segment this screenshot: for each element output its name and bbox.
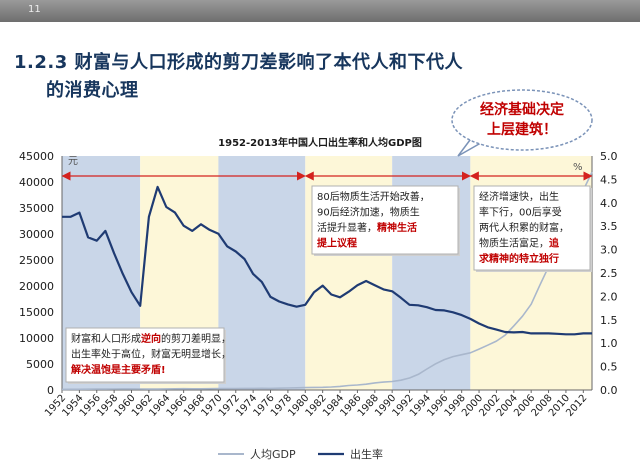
annotation-text-segment: 的剪刀差明显， [161, 332, 231, 345]
annotation-text-segment: 经济增速快，出生 [479, 190, 559, 203]
annotation-text-line: 两代人积累的财富， [479, 221, 569, 234]
annotation-text-line: 经济增速快，出生 [479, 190, 559, 203]
annotation-text-line: 率下行，00后享受 [479, 206, 562, 219]
birth-rate-series-line [62, 185, 592, 336]
right-axis-unit: % [573, 162, 583, 173]
slide-number: 11 [28, 4, 41, 15]
annotation-text-line: 解决温饱是主要矛盾! [71, 363, 166, 376]
left-tick-label: 10000 [19, 332, 54, 345]
annotation-text-line: 财富和人口形成逆向的剪刀差明显， [71, 332, 231, 345]
annotation-text-segment: 提上议程 [317, 237, 357, 250]
annotation-text-segment: 逆向 [141, 332, 161, 345]
slide-title-line-1: 1.2.3 财富与人口形成的剪刀差影响了本代人和下代人 [14, 52, 464, 73]
annotation-text-segment: 90后经济加速，物质生 [317, 206, 420, 219]
annotation-text-segment: 两代人积累的财富， [479, 221, 569, 234]
annotation-text-line: 80后物质生活开始改善， [317, 190, 430, 203]
speech-bubble-line-1: 经济基础决定 [480, 101, 564, 118]
annotation-text-segment: 追 [549, 237, 560, 250]
speech-bubble [451, 89, 593, 151]
annotation-text-segment: 物质生活富足， [479, 237, 549, 250]
annotation-box-box3 [473, 185, 591, 271]
right-tick-label: 2.5 [600, 267, 618, 280]
speech-bubble-line-2: 上层建筑！ [487, 121, 557, 138]
left-tick-label: 35000 [19, 202, 54, 215]
annotation-text-segment: 率下行，00后享受 [479, 206, 562, 219]
slide-header-bar: 11 [0, 0, 640, 22]
annotation-text-segment: 财富和人口形成 [71, 332, 141, 345]
right-tick-label: 3.0 [600, 244, 618, 257]
annotation-text-segment: 出生率处于高位，财富无明显增长， [71, 348, 231, 361]
left-tick-label: 25000 [19, 254, 54, 267]
annotation-text-line: 提上议程 [317, 237, 357, 250]
left-tick-label: 15000 [19, 306, 54, 319]
legend-birth-rate-label: 出生率 [350, 447, 383, 461]
period-band-2 [218, 156, 306, 390]
left-tick-label: 45000 [19, 150, 54, 163]
gdp-series-line [61, 171, 593, 391]
annotation-text-line: 物质生活富足，追 [479, 237, 560, 250]
right-tick-label: 0.5 [600, 361, 618, 374]
annotation-text-segment: 活提升显著， [317, 221, 377, 234]
right-tick-label: 2.0 [600, 290, 618, 303]
annotation-box-box1 [65, 327, 225, 383]
left-tick-label: 5000 [26, 358, 54, 371]
slide-title-line-2: 的消费心理 [46, 80, 139, 101]
annotation-text-line: 90后经济加速，物质生 [317, 206, 420, 219]
left-tick-label: 30000 [19, 228, 54, 241]
right-tick-label: 5.0 [600, 150, 618, 163]
annotation-text-segment: 精神生活 [377, 221, 417, 234]
annotation-box-box2 [311, 185, 459, 255]
right-tick-label: 1.5 [600, 314, 618, 327]
left-tick-label: 20000 [19, 280, 54, 293]
annotation-text-line: 出生率处于高位，财富无明显增长， [71, 348, 231, 361]
right-tick-label: 4.5 [600, 173, 618, 186]
right-tick-label: 3.5 [600, 220, 618, 233]
annotation-text-segment: 解决温饱是主要矛盾! [71, 363, 166, 376]
annotation-text-line: 活提升显著，精神生活 [317, 221, 417, 234]
annotation-text-segment: 80后物质生活开始改善， [317, 190, 430, 203]
annotation-text-line: 求精神的特立独行 [479, 252, 559, 265]
chart-title: 1952-2013年中国人口出生率和人均GDP图 [218, 136, 422, 149]
right-tick-label: 0.0 [600, 384, 618, 397]
annotation-text-segment: 求精神的特立独行 [479, 252, 559, 265]
left-tick-label: 0 [47, 384, 54, 397]
right-tick-label: 1.0 [600, 337, 618, 350]
left-tick-label: 40000 [19, 176, 54, 189]
right-tick-label: 4.0 [600, 197, 618, 210]
left-axis-unit: 元 [68, 156, 78, 167]
legend-gdp-label: 人均GDP [250, 448, 296, 461]
